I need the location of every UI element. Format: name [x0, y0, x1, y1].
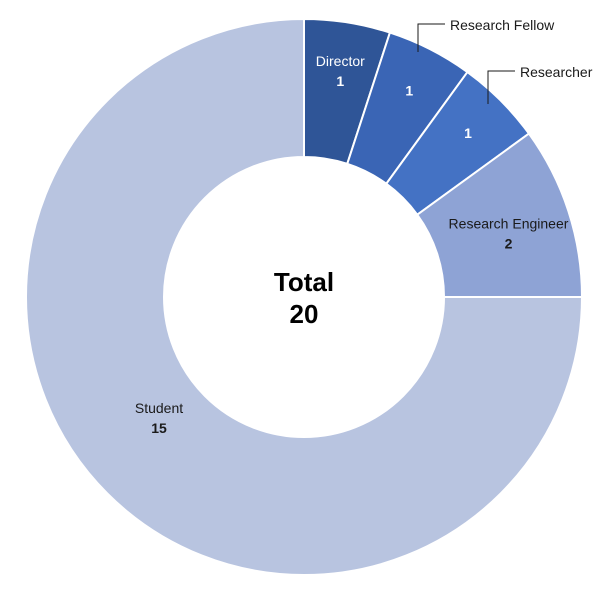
slice-label-research-engineer: Research Engineer — [449, 216, 569, 232]
slice-value-research-engineer: 2 — [505, 236, 513, 252]
slice-value-research-fellow: 1 — [405, 82, 413, 98]
leader-lines — [417, 23, 515, 104]
leader-line-researcher — [487, 70, 515, 104]
slice-label-director: Director — [316, 53, 365, 69]
slice-student — [25, 17, 584, 576]
leader-line-research-fellow — [417, 23, 445, 52]
slice-label-researcher: Researcher — [520, 64, 593, 80]
center-total-value: 20 — [290, 299, 319, 329]
center-total-label: Total — [274, 267, 334, 297]
slice-label-research-fellow: Research Fellow — [450, 17, 555, 33]
slice-value-student: 15 — [151, 420, 167, 436]
slice-value-director: 1 — [336, 73, 344, 89]
slice-labels: Director 1 1 Research Fellow 1 Researcher Rese… — [135, 17, 593, 436]
donut-slices — [25, 17, 584, 576]
slice-value-researcher: 1 — [464, 125, 472, 141]
slice-label-student: Student — [135, 400, 183, 416]
